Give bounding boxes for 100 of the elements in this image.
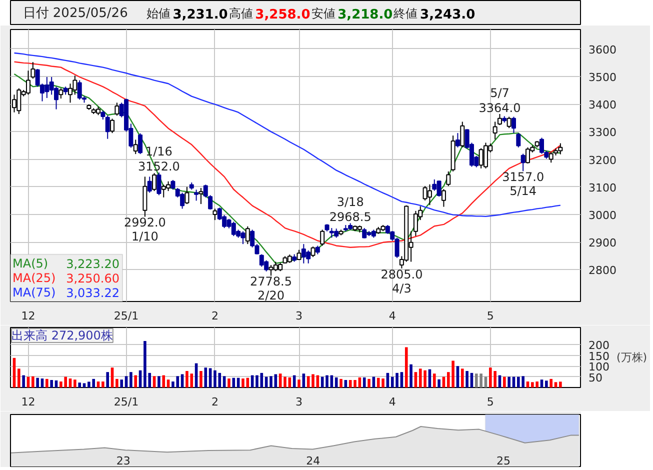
- candlestick: [152, 172, 157, 192]
- bar: [208, 368, 212, 388]
- x-tick-label: 24: [306, 454, 320, 468]
- bar: [158, 376, 160, 388]
- candlestick: [506, 116, 512, 129]
- bar: [340, 378, 342, 388]
- bar: [106, 372, 109, 388]
- candlestick: [520, 153, 526, 172]
- bar: [278, 374, 282, 388]
- bar: [228, 378, 230, 388]
- bar: [414, 372, 418, 388]
- bar: [232, 378, 236, 388]
- candlestick: [114, 102, 120, 116]
- bar: [559, 382, 562, 388]
- candlestick: [138, 132, 143, 155]
- x-tick-label: 12: [21, 310, 36, 322]
- x-tick-label: 5: [486, 310, 494, 322]
- bar: [438, 379, 440, 388]
- bar: [82, 383, 86, 388]
- bar: [545, 380, 548, 388]
- y-tick-label: 3300: [588, 126, 616, 140]
- annotation: 3/18: [336, 195, 364, 210]
- bar: [270, 376, 272, 388]
- candlestick: [170, 179, 176, 190]
- text: 安値 3,218.0: [311, 6, 393, 22]
- x-tick-label: 5: [486, 396, 494, 408]
- y-tick-label: 50: [588, 371, 602, 384]
- bar: [362, 377, 366, 388]
- annotation: 5/7: [490, 86, 510, 100]
- bar: [200, 371, 202, 388]
- bar: [302, 374, 306, 388]
- annotation: 3,033.22: [66, 286, 120, 300]
- bar: [456, 366, 460, 388]
- x-tick-label: 2: [211, 310, 218, 322]
- y-tick-label: 3600: [588, 43, 616, 56]
- candlestick: [516, 132, 521, 148]
- candlestick: [540, 137, 544, 154]
- candlestick: [245, 226, 250, 245]
- candlestick: [460, 121, 465, 148]
- bar: [466, 371, 468, 388]
- bar: [130, 372, 132, 388]
- candlestick: [68, 83, 73, 104]
- x-tick-label: 25/1: [114, 310, 139, 322]
- candlestick: [26, 70, 30, 96]
- bar: [256, 375, 258, 388]
- bar: [134, 375, 138, 388]
- candlestick: [455, 132, 460, 148]
- bar: [32, 376, 34, 388]
- candlestick: [548, 152, 554, 164]
- annotation: 4/3: [392, 281, 412, 296]
- annotation: 2968.5: [329, 210, 372, 224]
- candlestick: [156, 172, 162, 196]
- bar: [368, 378, 370, 388]
- bar: [404, 347, 408, 388]
- y-tick-label: 3500: [588, 70, 616, 84]
- x-tick-label: 3: [296, 310, 302, 322]
- candlestick: [212, 208, 218, 221]
- bar: [326, 375, 328, 388]
- candlestick: [147, 176, 152, 194]
- bar: [120, 380, 124, 388]
- text: MA(25): [12, 270, 56, 285]
- annotation: 2778.5: [250, 274, 292, 289]
- bar: [400, 372, 404, 388]
- candlestick: [198, 188, 204, 205]
- bar: [162, 375, 166, 388]
- x-tick-label: 12: [21, 396, 36, 408]
- annotation: 3364.0: [478, 101, 521, 115]
- bar: [116, 378, 118, 388]
- bar: [554, 382, 558, 388]
- y-tick-label: 200: [588, 339, 610, 352]
- candlestick: [105, 115, 110, 140]
- y-tick-label: 150: [588, 350, 610, 363]
- text: 高値 3,258.0: [228, 6, 310, 22]
- y-tick-label: 3000: [588, 209, 616, 222]
- bar: [410, 364, 412, 388]
- text: 始値 3,231.0: [146, 6, 228, 22]
- candlestick: [320, 229, 325, 246]
- annotation: 3157.0: [502, 170, 544, 184]
- bar: [503, 376, 506, 388]
- x-tick-label: 25: [496, 454, 511, 468]
- candlestick: [441, 188, 446, 208]
- candlestick: [497, 114, 502, 126]
- candlestick: [446, 170, 451, 187]
- annotation: 3,223.20: [66, 257, 120, 272]
- x-tick-label: 4: [388, 310, 396, 322]
- text: 終値 3,243.0: [392, 6, 476, 22]
- bar: [46, 378, 48, 388]
- bar: [306, 376, 310, 388]
- bar: [166, 380, 170, 388]
- annotation: 1/10: [131, 230, 158, 244]
- text: MA(5): [12, 256, 48, 271]
- bar: [274, 374, 278, 388]
- annotation: 5/14: [510, 184, 537, 198]
- bar: [102, 382, 104, 388]
- bar: [222, 376, 226, 388]
- bar: [36, 378, 39, 388]
- bar: [298, 380, 300, 388]
- annotation: 2805.0: [380, 267, 423, 282]
- y-tick-label: 2900: [588, 236, 616, 250]
- y-tick-label: 100: [588, 360, 610, 374]
